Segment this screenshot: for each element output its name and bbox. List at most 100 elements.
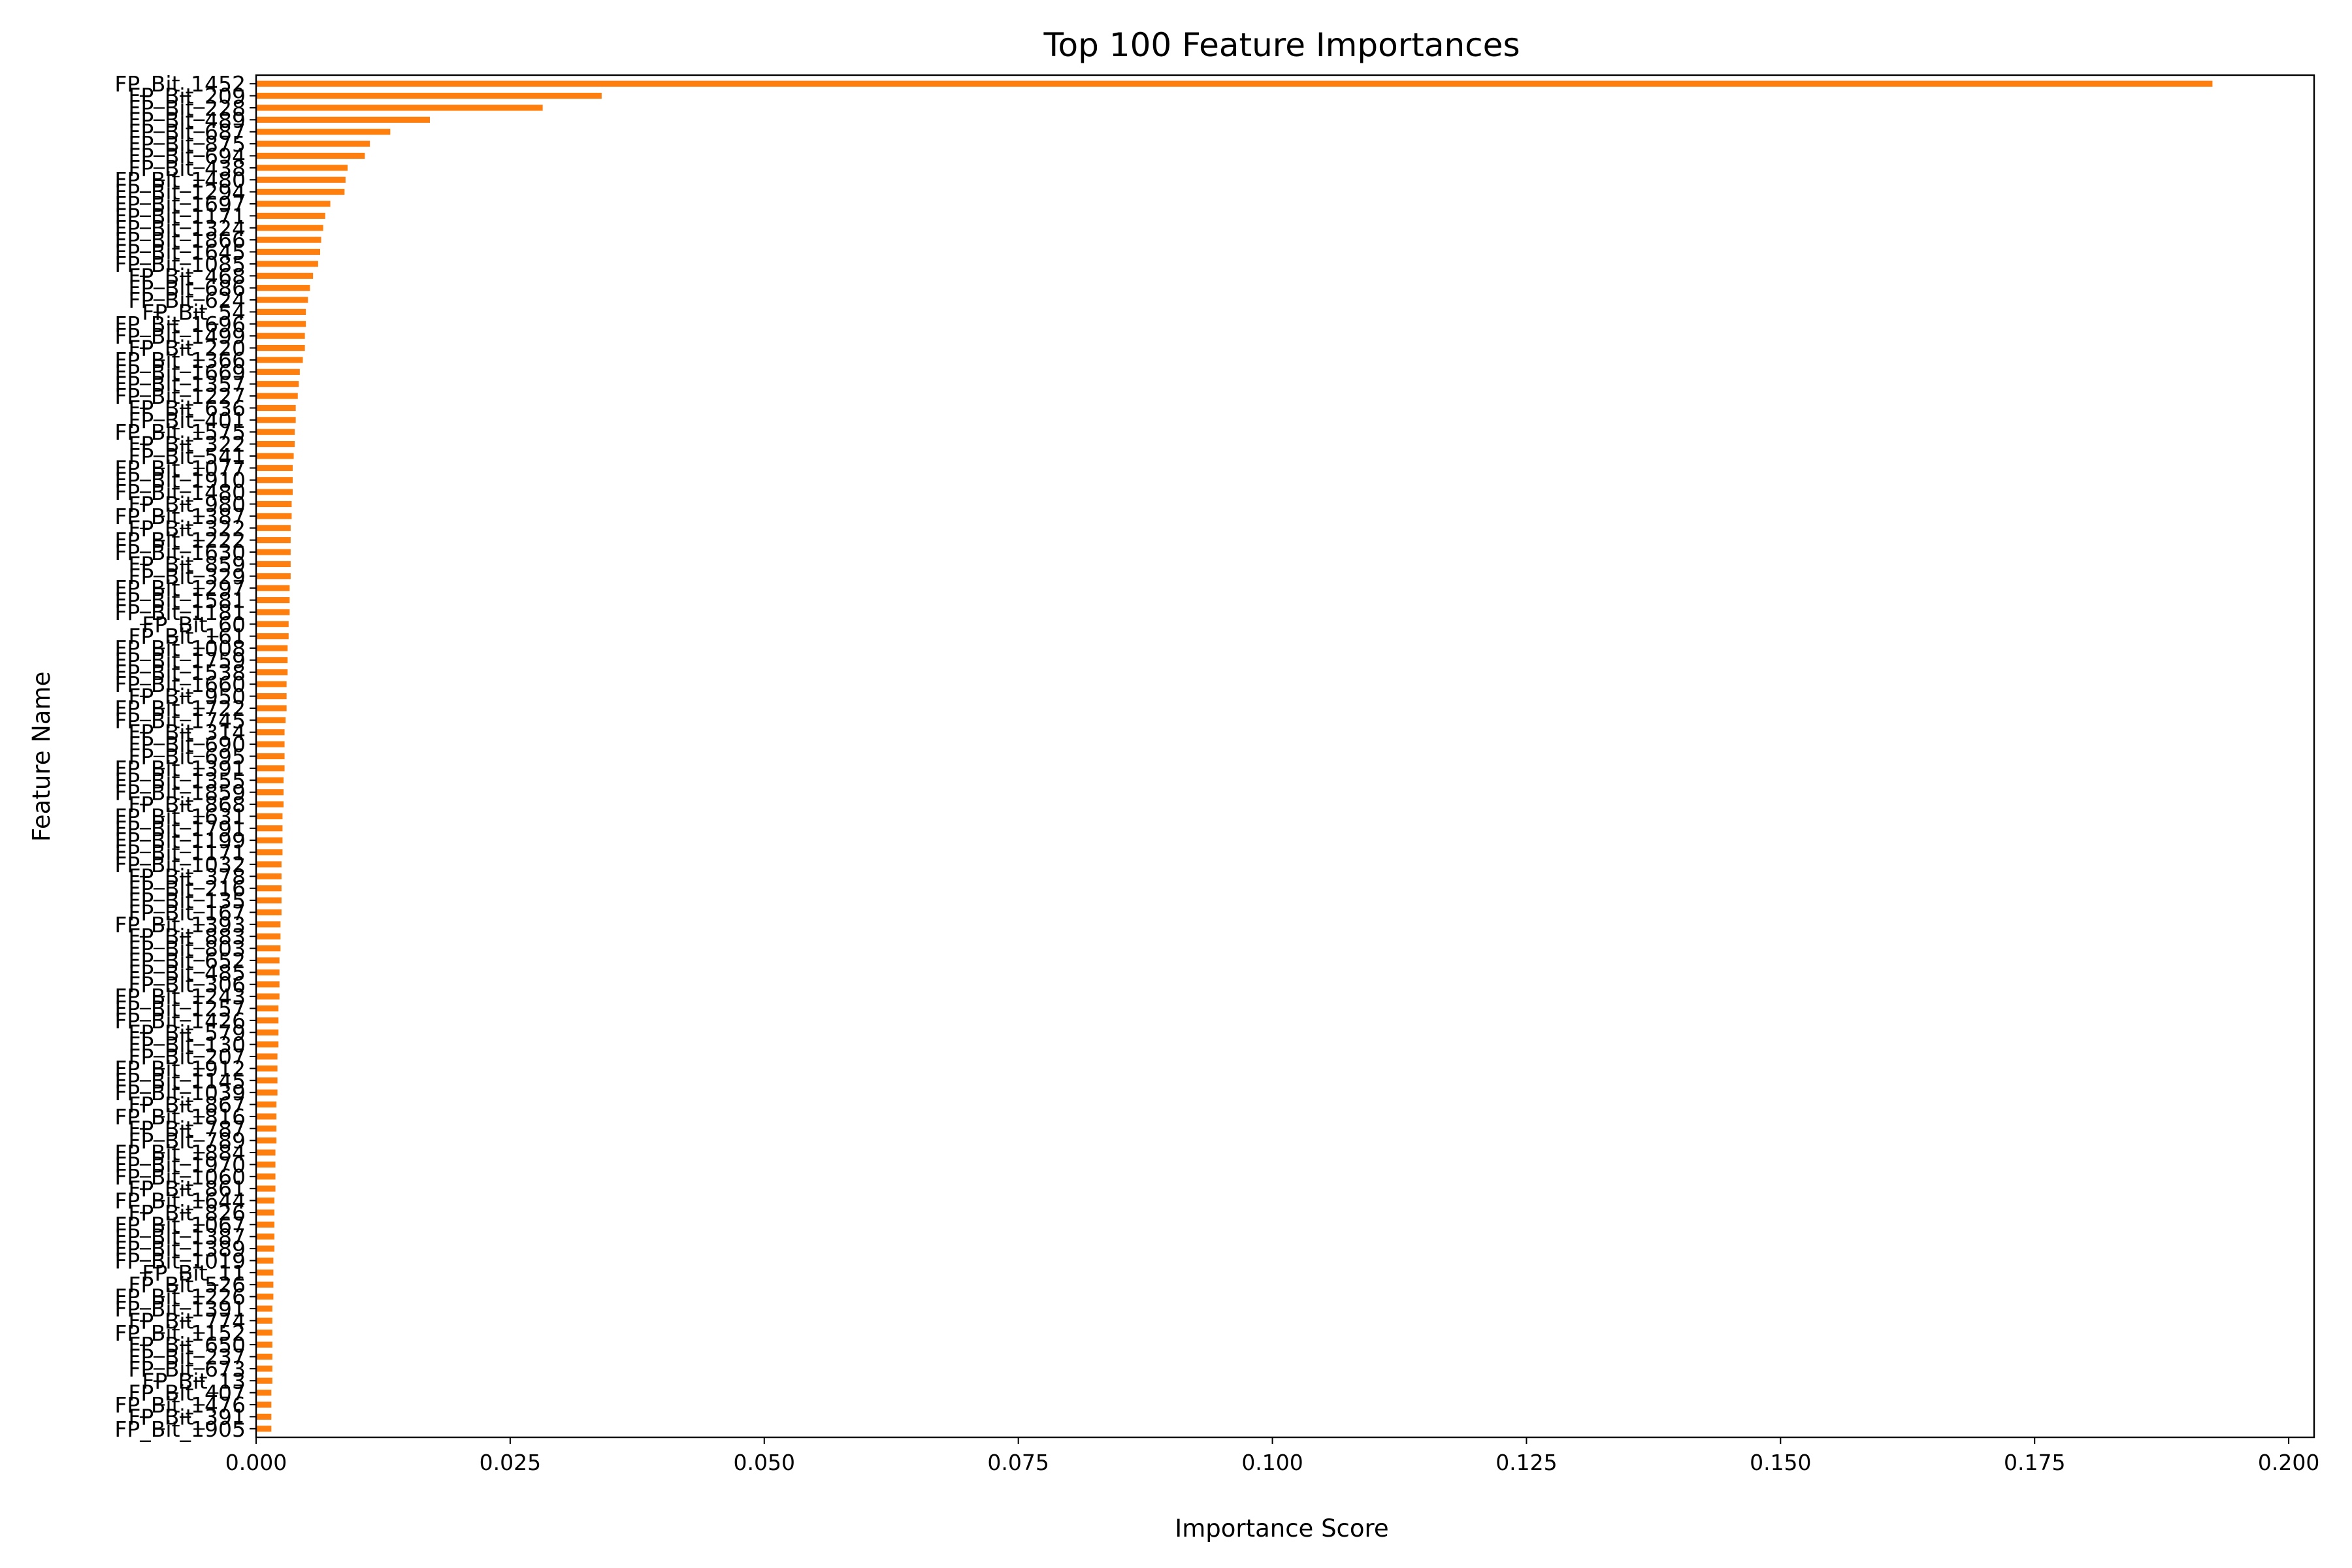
bar <box>256 1185 276 1192</box>
y-tick-label: FP_Bit_868 <box>128 792 246 817</box>
bar <box>256 873 282 879</box>
bar <box>256 1017 279 1024</box>
bar <box>256 225 323 231</box>
y-tick-label: FP_Bit_1480 <box>114 480 246 505</box>
y-tick-label: FP_Bit_1227 <box>114 384 246 409</box>
bar <box>256 825 283 832</box>
y-tick-label: FP_Bit_1355 <box>114 768 246 793</box>
y-tick-label: FP_Bit_687 <box>128 120 246 145</box>
bar <box>256 261 318 267</box>
bar <box>256 477 293 483</box>
y-tick-label: FP_Bit_1039 <box>114 1080 246 1105</box>
y-tick-label: FP_Bit_1297 <box>114 576 246 601</box>
y-tick-label: FP_Bit_774 <box>128 1308 246 1333</box>
bar <box>256 285 310 291</box>
bar <box>256 1197 274 1204</box>
bar <box>256 909 282 916</box>
y-tick-label: FP_Bit_322 <box>128 432 246 457</box>
y-tick-label: FP_Bit_1019 <box>114 1248 246 1273</box>
y-tick-label: FP_Bit_652 <box>128 948 246 973</box>
y-tick-label: FP_Bit_1452 <box>114 71 246 97</box>
bar <box>256 945 281 952</box>
y-tick-label: FP_Bit_1387 <box>114 1224 246 1250</box>
bar <box>256 489 293 495</box>
bar <box>256 1365 272 1372</box>
bar <box>256 1413 272 1420</box>
bar <box>256 1029 279 1036</box>
y-tick-label: FP_Bit_579 <box>128 1020 246 1045</box>
x-tick-label: 0.075 <box>987 1450 1049 1475</box>
y-tick-label: FP_Bit_11 <box>142 1260 246 1286</box>
bar <box>256 1137 277 1144</box>
bar <box>256 500 292 508</box>
bar <box>256 1041 279 1048</box>
y-tick-label: FP_Bit_161 <box>128 624 246 649</box>
y-tick-label: FP_Bit_216 <box>128 876 246 902</box>
y-tick-label: FP_Bit_624 <box>128 287 246 313</box>
y-tick-label: FP_Bit_378 <box>128 864 246 889</box>
bar <box>256 1173 276 1180</box>
y-tick-label: FP_Bit_1884 <box>114 1140 246 1166</box>
y-tick-label: FP_Bit_1171 <box>114 203 246 229</box>
y-tick-label: FP_Bit_950 <box>128 684 246 710</box>
bar <box>256 837 283 843</box>
y-tick-label: FP_Bit_54 <box>142 299 246 325</box>
y-tick-label: FP_Bit_1910 <box>114 468 246 493</box>
y-tick-label: FP_Bit_541 <box>128 444 246 469</box>
y-tick-label: FP_Bit_636 <box>128 395 246 421</box>
x-tick-label: 0.125 <box>1495 1450 1557 1475</box>
y-tick-label: FP_Bit_489 <box>128 107 246 133</box>
y-tick-label: FP_Bit_1067 <box>114 1212 246 1237</box>
y-tick-label: FP_Bit_306 <box>128 972 246 998</box>
bar <box>256 189 345 195</box>
y-tick-label: FP_Bit_1905 <box>114 1416 246 1442</box>
y-tick-label: FP_Bit_207 <box>128 1044 246 1070</box>
y-tick-label: FP_Bit_1745 <box>114 708 246 733</box>
y-axis-label: Feature Name <box>27 672 56 842</box>
y-tick-label: FP_Bit_209 <box>128 84 246 109</box>
y-tick-label: FP_Bit_1759 <box>114 647 246 673</box>
y-tick-label: FP_Bit_875 <box>128 131 246 157</box>
y-tick-label: FP_Bit_401 <box>128 408 246 433</box>
bar <box>256 1113 277 1120</box>
bar <box>256 1426 272 1432</box>
y-tick-label: FP_Bit_1480 <box>114 167 246 193</box>
bar <box>256 1245 274 1252</box>
bar <box>256 1005 279 1012</box>
bar <box>256 152 365 159</box>
y-tick-label: FP_Bit_690 <box>128 732 246 757</box>
y-tick-label: FP_Bit_407 <box>128 1380 246 1406</box>
y-tick-label: FP_Bit_1199 <box>114 828 246 853</box>
y-tick-label: FP_Bit_1575 <box>114 419 246 445</box>
y-tick-label: FP_Bit_686 <box>128 276 246 301</box>
bar <box>256 957 280 964</box>
y-tick-label: FP_Bit_1171 <box>114 840 246 866</box>
bar <box>256 609 290 615</box>
bar <box>256 1077 278 1084</box>
bar <box>256 165 348 171</box>
y-tick-label: FP_Bit_1722 <box>114 696 246 721</box>
y-tick-label: FP_Bit_1538 <box>114 660 246 685</box>
bar <box>256 308 306 316</box>
bar <box>256 897 282 904</box>
x-tick-label: 0.200 <box>2258 1450 2319 1475</box>
bar <box>256 1294 274 1300</box>
y-tick-label: FP_Bit_135 <box>128 888 246 913</box>
y-tick-label: FP_Bit_228 <box>128 95 246 121</box>
y-tick-label: FP_Bit_650 <box>128 1332 246 1358</box>
bar <box>256 272 314 279</box>
bar <box>256 1233 274 1240</box>
bar <box>256 849 283 856</box>
y-tick-label: FP_Bit_1426 <box>114 1008 246 1034</box>
bar <box>256 765 285 772</box>
bar <box>256 441 295 448</box>
bar <box>256 717 286 723</box>
y-tick-label: FP_Bit_1391 <box>114 1296 246 1322</box>
x-axis-ticks: 0.000 0.025 0.050 0.075 0.100 0.125 0.150 0.175… <box>225 1437 2319 1475</box>
bar <box>256 513 292 519</box>
x-axis-label: Importance Score <box>1175 1514 1388 1543</box>
bar <box>256 969 280 975</box>
bar <box>256 92 602 99</box>
y-tick-label: FP_Bit_883 <box>128 924 246 949</box>
